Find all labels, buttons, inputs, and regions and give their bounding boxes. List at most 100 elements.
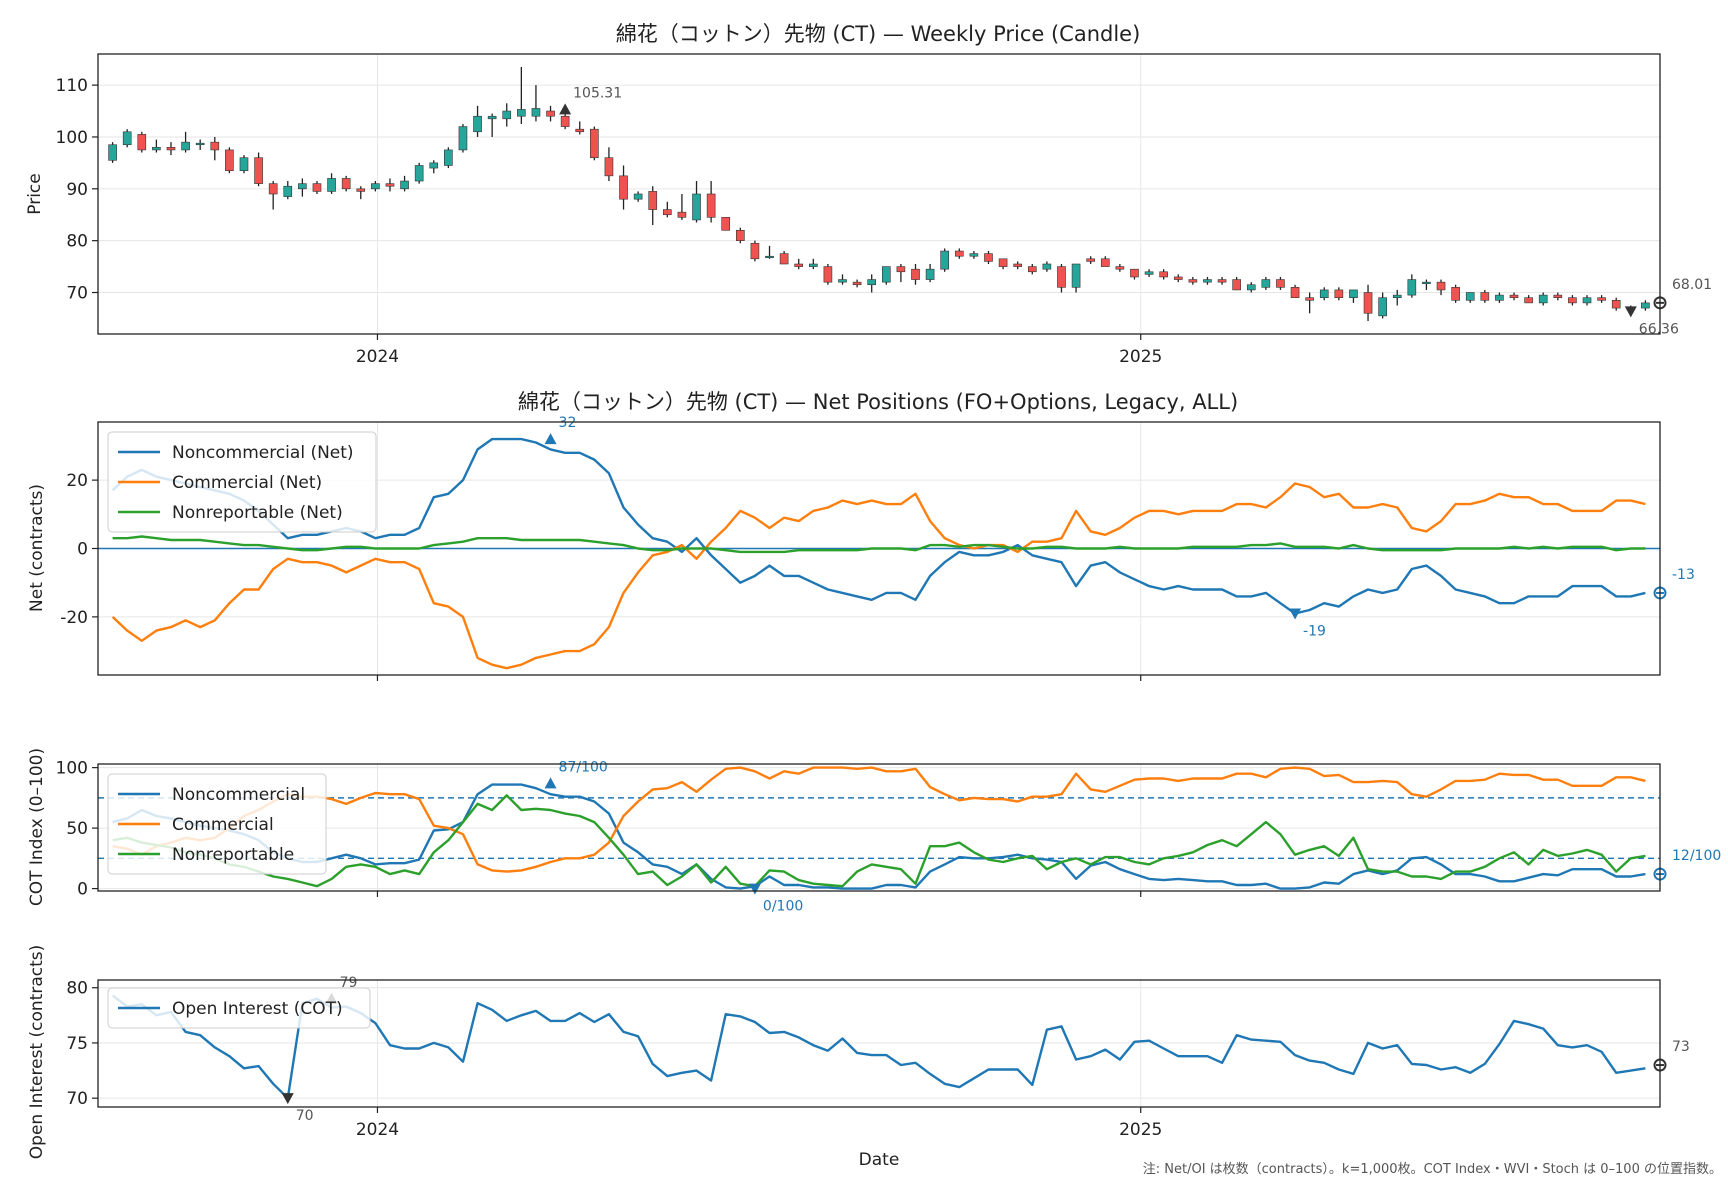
price-annotation-marker-max — [559, 103, 572, 115]
candle-body — [1641, 302, 1650, 309]
candle-body — [692, 193, 701, 221]
candle-body — [1480, 292, 1490, 301]
oi-legend: Open Interest (COT) — [107, 987, 371, 1029]
candle-body — [108, 144, 117, 161]
cot-ytick-label-50: 50 — [66, 819, 88, 839]
candle-body — [940, 250, 950, 270]
cot-legend: Noncommercial Commercial Nonreportable — [107, 773, 327, 875]
net-legend-label-2: Nonreportable (Net) — [172, 503, 343, 523]
candle-body — [619, 175, 628, 200]
candle-body — [1305, 297, 1314, 301]
net-ytick-label-20: 20 — [66, 471, 88, 491]
candle-body — [1246, 284, 1256, 291]
candle-body — [1276, 279, 1285, 288]
net-axis-ticks: -20 0 20 — [60, 471, 1142, 681]
net-legend-label-0: Noncommercial (Net) — [172, 443, 354, 463]
candle-body — [371, 183, 380, 190]
price-chart-title: 綿花（コットン）先物 (CT) — Weekly Price (Candle) — [616, 22, 1141, 46]
candle-body — [1582, 297, 1592, 304]
candle-body — [663, 209, 672, 216]
candle-body — [414, 165, 424, 182]
net-ytick-label--20: -20 — [60, 608, 88, 628]
oi-annotation-label-min: 70 — [296, 1108, 314, 1124]
price-candles — [108, 66, 1665, 322]
candle-body — [984, 253, 993, 262]
candle-body — [152, 147, 161, 151]
price-y-axis-label: Price — [25, 173, 45, 214]
candle-body — [1203, 279, 1212, 283]
cot-annotation-label-min: 0/100 — [763, 899, 803, 915]
candle-body — [1071, 263, 1081, 288]
cot-series-line-2 — [112, 794, 1646, 888]
candle-body — [969, 253, 979, 257]
cot-annotation-marker-max — [544, 777, 557, 789]
cot-annotation-label-max: 87/100 — [559, 759, 608, 775]
net-annotation-marker-max — [544, 433, 557, 445]
price-ytick-label-100: 100 — [56, 128, 88, 148]
candle-body — [779, 253, 789, 265]
price-annotation-label-max: 105.31 — [573, 85, 622, 101]
candle-body — [546, 110, 555, 117]
cot-legend-label-0: Noncommercial — [172, 785, 305, 805]
candle-body — [444, 149, 453, 166]
price-annotation-marker-min — [1624, 306, 1637, 318]
candle-body — [1407, 279, 1417, 296]
cot-legend-label-1: Commercial — [172, 815, 274, 835]
candle-body — [954, 250, 964, 257]
cot-y-axis-label: COT Index (0–100) — [27, 748, 47, 906]
candle-body — [1144, 271, 1154, 275]
candle-body — [531, 108, 541, 117]
candle-body — [327, 178, 336, 192]
candle-body — [706, 193, 716, 218]
cot-gridlines — [98, 764, 1660, 891]
candle-body — [590, 128, 599, 159]
oi-annotation-label-last: 73 — [1672, 1039, 1690, 1055]
candle-body — [736, 229, 745, 241]
net-y-axis-label: Net (contracts) — [27, 484, 47, 612]
price-gridlines — [98, 54, 1660, 334]
candle-body — [1130, 268, 1139, 278]
footnote: 注: Net/OI は枚数（contracts）。k=1,000枚。COT In… — [1143, 1162, 1722, 1177]
price-panel: 綿花（コットン）先物 (CT) — Weekly Price (Candle) … — [25, 22, 1712, 367]
candle-body — [166, 147, 176, 151]
oi-x-axis-label: Date — [859, 1150, 900, 1170]
candle-body — [254, 157, 263, 184]
oi-legend-box — [107, 987, 371, 1029]
candle-body — [750, 242, 760, 260]
open-interest-panel: 79 70 73 70 75 80 2024 2025 Open Interest (con… — [27, 945, 1690, 1170]
net-annotation-label-max: 32 — [559, 415, 577, 431]
candle-body — [1378, 297, 1387, 317]
oi-ytick-label-75: 75 — [66, 1034, 88, 1054]
candle-body — [385, 183, 395, 187]
price-ytick-label-90: 90 — [66, 180, 88, 200]
net-ytick-label-0: 0 — [77, 540, 88, 560]
candle-body — [458, 126, 468, 151]
net-series-line-2 — [112, 535, 1646, 554]
price-annotations: 105.31 66.36 68.01 — [559, 85, 1712, 337]
candle-body — [1042, 263, 1052, 270]
candle-body — [604, 157, 614, 177]
candle-body — [633, 193, 643, 200]
price-annotation-label-min: 66.36 — [1639, 321, 1679, 337]
net-series-line-1 — [111, 482, 1646, 670]
candle-body — [298, 183, 307, 190]
candle-body — [239, 157, 249, 171]
net-legend-box — [107, 431, 377, 533]
oi-xtick-label-2024: 2024 — [356, 1120, 399, 1140]
candle-body — [1100, 258, 1110, 267]
candle-body — [1261, 279, 1271, 288]
candle-body — [1173, 276, 1183, 280]
candle-body — [400, 180, 409, 190]
oi-xtick-label-2025: 2025 — [1119, 1120, 1162, 1140]
candle-body — [998, 258, 1008, 267]
candle-body — [1319, 289, 1329, 299]
candle-body — [1086, 258, 1095, 262]
candle-body — [473, 115, 482, 133]
cot-ytick-label-0: 0 — [77, 880, 88, 900]
candle-body — [1451, 287, 1460, 301]
oi-ytick-label-80: 80 — [66, 979, 88, 999]
candle-body — [1115, 266, 1125, 270]
candle-body — [677, 211, 687, 218]
candle-body — [181, 141, 190, 151]
